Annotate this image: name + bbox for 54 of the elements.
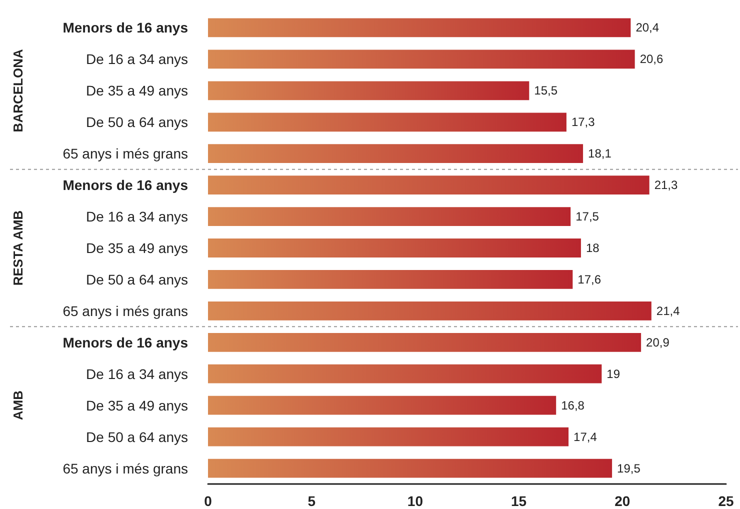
- y-tick-label: De 35 a 49 anys: [86, 82, 188, 99]
- y-tick-label: Menors de 16 anys: [62, 20, 188, 36]
- bar: [208, 18, 631, 38]
- bar: [208, 176, 650, 195]
- data-label: 19: [606, 366, 620, 381]
- x-tick-label: 0: [204, 493, 212, 509]
- data-label: 18: [586, 241, 600, 255]
- data-label: 17,4: [574, 430, 598, 444]
- bar: [208, 301, 652, 320]
- x-tick-label: 20: [614, 493, 630, 509]
- data-label: 20,9: [646, 335, 670, 350]
- y-tick-label: Menors de 16 anys: [62, 177, 188, 194]
- bar: [208, 427, 569, 446]
- data-label: 18,1: [588, 146, 612, 161]
- data-label: 17,5: [576, 210, 600, 224]
- y-tick-label: De 50 a 64 anys: [86, 271, 188, 288]
- bar: [208, 238, 581, 258]
- y-tick-label: 65 anys i més grans: [62, 146, 188, 162]
- x-tick-label: 15: [511, 493, 527, 509]
- data-label: 20,4: [636, 20, 660, 35]
- y-tick-label: De 16 a 34 anys: [86, 51, 188, 68]
- y-tick-label: Menors de 16 anys: [62, 334, 188, 350]
- x-tick-label: 10: [407, 493, 424, 509]
- bar: [208, 396, 556, 415]
- x-tick-label: 25: [718, 493, 734, 509]
- text: BARCELONA: [10, 48, 26, 132]
- data-label: 17,3: [571, 115, 596, 130]
- y-tick-label: De 16 a 34 anys: [86, 366, 188, 382]
- bar: [208, 81, 530, 100]
- y-tick-label: De 16 a 34 anys: [86, 208, 188, 225]
- bar: [208, 112, 566, 132]
- bar: [208, 364, 602, 384]
- data-label: 21,4: [656, 304, 680, 318]
- data-label: 15,5: [534, 84, 558, 98]
- x-tick-label: 5: [308, 493, 316, 509]
- y-tick-label: De 50 a 64 anys: [86, 114, 188, 130]
- bar: [208, 50, 635, 69]
- data-label: 21,3: [654, 178, 678, 192]
- bar: [208, 270, 573, 289]
- y-tick-label: De 35 a 49 anys: [86, 240, 188, 256]
- text: RESTA AMB: [10, 210, 26, 286]
- bar: [208, 332, 642, 352]
- y-tick-label: De 35 a 49 anys: [86, 397, 188, 414]
- y-tick-label: De 50 a 64 anys: [86, 428, 188, 445]
- data-label: 17,6: [578, 272, 602, 286]
- y-tick-label: 65 anys i més grans: [62, 460, 188, 476]
- data-label: 16,8: [561, 398, 585, 412]
- bar: [208, 144, 584, 164]
- data-label: 19,5: [617, 461, 641, 476]
- text: AMB: [10, 390, 26, 420]
- y-tick-label: 65 anys i més grans: [62, 302, 188, 319]
- bar: [208, 458, 612, 478]
- bar: [208, 207, 571, 226]
- data-label: 20,6: [640, 52, 664, 66]
